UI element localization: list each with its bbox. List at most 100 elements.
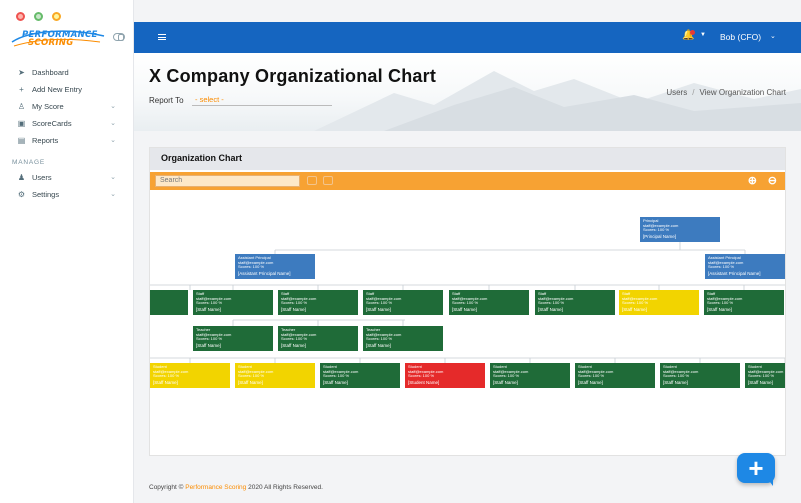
- footer-brand-link[interactable]: Performance Scoring: [185, 484, 247, 491]
- org-node-detail: Scores: 100 %: [748, 373, 775, 379]
- org-node-name: [Staff Name]: [238, 380, 263, 386]
- user-chevron-down-icon[interactable]: ⌄: [770, 33, 776, 40]
- next-result-icon[interactable]: [323, 176, 333, 185]
- org-node-name: [Staff Name]: [281, 307, 306, 313]
- org-node-detail: Scores: 100 %: [643, 227, 670, 233]
- sidebar-item-label: My Score: [32, 102, 64, 111]
- org-node[interactable]: Student staff@example.com Scores: 100 % [St…: [490, 363, 570, 388]
- zoom-in-icon[interactable]: ⊕: [747, 175, 757, 187]
- org-node-detail: Scores: 100 %: [196, 300, 223, 306]
- org-node[interactable]: Student staff@example.com Scores: 100 % [St…: [660, 363, 740, 388]
- org-node[interactable]: Student staff@example.com Scores: 100 % [St…: [150, 363, 230, 388]
- page-header: X Company Organizational Chart Report To…: [134, 53, 801, 131]
- org-node-detail: staff@example.com: [578, 368, 614, 374]
- window-controls: [16, 12, 61, 21]
- org-node[interactable]: Staff staff@example.com Scores: 100 % [Staf…: [535, 290, 615, 315]
- fab-tail: [767, 478, 773, 486]
- org-node[interactable]: Teacher staff@example.com Scores: 100 % [St…: [278, 326, 358, 351]
- sidebar-item-dashboard[interactable]: ➤ Dashboard: [0, 64, 134, 81]
- org-node[interactable]: Principal staff@example.com Scores: 100 %[…: [640, 217, 720, 242]
- org-node-detail: Scores: 100 %: [493, 373, 520, 379]
- org-node[interactable]: Student staff@example.com Scores: 100 % [St…: [320, 363, 400, 388]
- org-node-detail: Principal: [643, 218, 659, 223]
- org-node[interactable]: Staff staff@example.com Scores: 100 % [Staf…: [704, 290, 784, 315]
- breadcrumb-users[interactable]: Users: [666, 88, 688, 97]
- sidebar-item-scorecards[interactable]: ▣ ScoreCards ⌄: [0, 115, 134, 132]
- card-title: Organization Chart: [150, 148, 785, 170]
- org-node-detail: Student: [408, 364, 422, 369]
- org-node-detail: Teacher: [366, 327, 381, 332]
- sidebar-item-my-score[interactable]: ♙ My Score ⌄: [0, 98, 134, 115]
- org-node-name: [Staff Name]: [622, 307, 647, 313]
- org-node-detail: Scores: 100 %: [366, 336, 393, 342]
- org-node[interactable]: Teacher staff@example.com Scores: 100 % [St…: [363, 326, 443, 351]
- org-node-detail: Scores: 100 %: [408, 373, 435, 379]
- org-node[interactable]: Teacher staff@example.com Scores: 100 % [St…: [193, 326, 273, 351]
- logo[interactable]: PERFORMANCE SCORING: [22, 31, 98, 48]
- sidebar-item-users[interactable]: ♟ Users ⌄: [0, 169, 134, 186]
- org-node-detail: Teacher: [281, 327, 296, 332]
- mountain-background-image: [314, 71, 801, 131]
- user-menu[interactable]: Bob (CFO): [720, 32, 762, 42]
- hamburger-menu-icon[interactable]: [158, 34, 166, 40]
- org-node[interactable]: [150, 290, 188, 315]
- minimize-dot-icon[interactable]: [52, 12, 61, 21]
- org-node[interactable]: Student staff@example.com Scores: 100 % [St…: [235, 363, 315, 388]
- maximize-dot-icon[interactable]: [34, 12, 43, 21]
- org-node-name: [Staff Name]: [663, 380, 688, 386]
- close-dot-icon[interactable]: [16, 12, 25, 21]
- org-node-name: [Staff Name]: [196, 307, 221, 313]
- org-node-detail: Staff: [622, 291, 631, 296]
- org-node[interactable]: Student staff@example.com Scores: 100 % [St…: [405, 363, 485, 388]
- chevron-down-icon[interactable]: ⌄: [110, 137, 116, 144]
- sidebar-item-add-new-entry[interactable]: + Add New Entry: [0, 81, 134, 98]
- org-node-detail: Student: [153, 364, 167, 369]
- sidebar: PERFORMANCE SCORING ➤ Dashboard + Add New E…: [0, 0, 134, 503]
- breadcrumb: Users / View Organization Chart: [666, 88, 786, 97]
- org-node-detail: Scores: 100 %: [238, 264, 265, 270]
- org-node-detail: staff@example.com: [153, 368, 189, 374]
- chevron-down-icon[interactable]: ⌄: [110, 120, 116, 127]
- org-node[interactable]: Staff staff@example.com Scores: 100 % [Staf…: [619, 290, 699, 315]
- prev-result-icon[interactable]: [307, 176, 317, 185]
- org-node-detail: Scores: 100 %: [663, 373, 690, 379]
- sidebar-item-settings[interactable]: ⚙ Settings ⌄: [0, 186, 134, 203]
- org-node-detail: staff@example.com: [196, 295, 232, 301]
- send-icon: ➤: [18, 68, 25, 77]
- org-node[interactable]: Student staff@example.com Scores: 100 % [St…: [745, 363, 785, 388]
- org-node[interactable]: Student staff@example.com Scores: 100 % [St…: [575, 363, 655, 388]
- bell-icon[interactable]: 🔔: [682, 30, 695, 41]
- org-node-name: [Staff Name]: [366, 307, 391, 313]
- chevron-down-icon[interactable]: ⌄: [110, 174, 116, 181]
- report-to-select[interactable]: - select -: [192, 95, 332, 106]
- org-node-detail: staff@example.com: [323, 368, 359, 374]
- chevron-down-icon[interactable]: ▼: [700, 32, 706, 38]
- zoom-out-icon[interactable]: ⊖: [767, 175, 777, 187]
- org-node-name: [Staff Name]: [748, 380, 773, 386]
- chevron-down-icon[interactable]: ⌄: [110, 191, 116, 198]
- org-node[interactable]: Staff staff@example.com Scores: 100 % [Staf…: [363, 290, 443, 315]
- org-node-name: [Staff Name]: [707, 307, 732, 313]
- sidebar-nav: ➤ Dashboard + Add New Entry ♙ My Score ⌄ ▣ Score…: [0, 64, 134, 203]
- org-node[interactable]: Staff staff@example.com Scores: 100 % [Staf…: [449, 290, 529, 315]
- org-chart-connectors: [150, 242, 785, 363]
- org-node-detail: Scores: 100 %: [452, 300, 479, 306]
- sidebar-toggle-icon[interactable]: [113, 33, 125, 41]
- org-node-detail: Scores: 100 %: [281, 300, 308, 306]
- org-node-name: [Principal Name]: [643, 234, 677, 240]
- sidebar-item-reports[interactable]: ▤ Reports ⌄: [0, 132, 134, 149]
- org-node-name: [Assistant Principal Name]: [238, 271, 291, 277]
- org-node-detail: Scores: 100 %: [622, 300, 649, 306]
- sidebar-section-manage: MANAGE: [12, 159, 45, 166]
- search-input[interactable]: Search: [155, 175, 300, 187]
- org-node-detail: Staff: [366, 291, 375, 296]
- org-node-detail: Student: [748, 364, 762, 369]
- chevron-down-icon[interactable]: ⌄: [110, 103, 116, 110]
- org-node[interactable]: Staff staff@example.com Scores: 100 % [Staf…: [193, 290, 273, 315]
- org-node-detail: Scores: 100 %: [707, 300, 734, 306]
- org-node-detail: staff@example.com: [366, 295, 402, 301]
- org-node[interactable]: Assistant Principal staff@example.com Scor…: [235, 254, 315, 279]
- org-node[interactable]: Staff staff@example.com Scores: 100 % [Staf…: [278, 290, 358, 315]
- top-bar: 🔔 ▼ Bob (CFO) ⌄: [134, 22, 801, 53]
- org-node[interactable]: Assistant Principal staff@example.com Scor…: [705, 254, 785, 279]
